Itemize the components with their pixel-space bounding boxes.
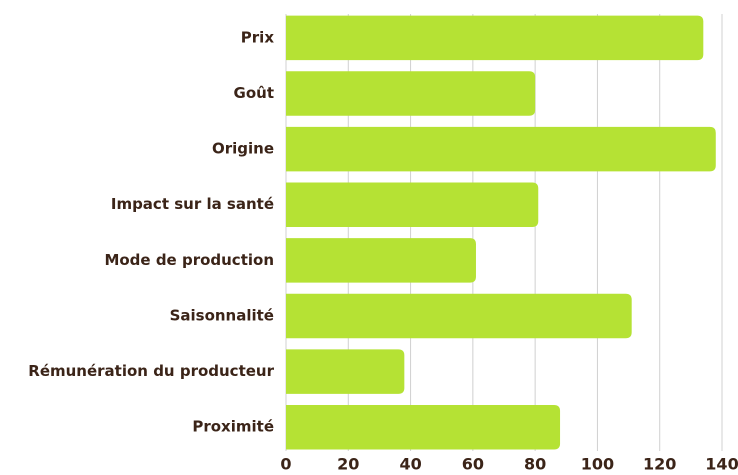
y-tick-label: Mode de production (104, 251, 274, 269)
bar (286, 404, 561, 450)
y-tick-label: Rémunération du producteur (28, 362, 274, 380)
x-tick-label: 0 (280, 455, 291, 474)
y-tick-label: Impact sur la santé (111, 195, 274, 213)
bar (286, 293, 632, 339)
x-tick-label: 120 (643, 455, 676, 474)
y-tick-label: Goût (234, 84, 274, 102)
bar (286, 15, 704, 61)
bar (286, 126, 716, 172)
bar (286, 182, 539, 227)
x-tick-label: 100 (581, 455, 614, 474)
y-tick-label: Proximité (192, 418, 274, 436)
y-tick-label: Saisonnalité (170, 306, 274, 324)
bar (286, 71, 536, 116)
x-tick-label: 20 (337, 455, 359, 474)
x-tick-label: 60 (462, 455, 484, 474)
x-tick-label: 80 (524, 455, 546, 474)
bar (286, 238, 476, 283)
x-tick-label: 40 (399, 455, 421, 474)
x-tick-label: 140 (705, 455, 738, 474)
y-tick-label: Prix (241, 28, 275, 46)
y-tick-label: Origine (212, 140, 274, 158)
bar (286, 349, 405, 394)
